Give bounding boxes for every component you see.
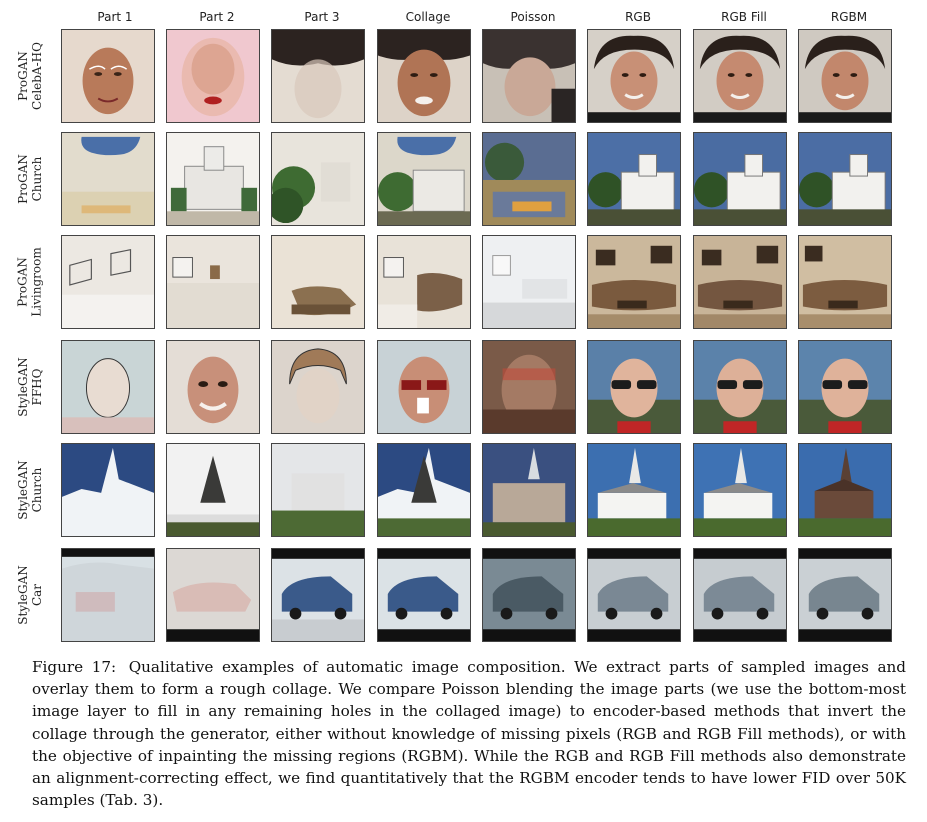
image-stylegan-ffhq-part1 <box>61 340 155 434</box>
row-label-progan-celeba: ProGAN CelebA-HQ <box>16 42 44 110</box>
image-stylegan-car-rgbm <box>798 548 892 642</box>
image-progan-church-part1 <box>61 132 155 226</box>
column-header-part-3: Part 3 <box>304 10 340 24</box>
row-label-stylegan-car: StyleGAN Car <box>16 565 45 625</box>
image-stylegan-car-rgb <box>587 548 681 642</box>
image-stylegan-ffhq-collage <box>377 340 471 434</box>
image-stylegan-church-rgb-fill <box>693 443 787 537</box>
image-stylegan-car-rgb-fill <box>693 548 787 642</box>
image-stylegan-church-part1 <box>61 443 155 537</box>
image-progan-church-rgbm <box>798 132 892 226</box>
column-header-rgbm: RGBM <box>830 10 868 24</box>
image-progan-livingroom-part2 <box>166 235 260 329</box>
image-stylegan-church-poisson <box>482 443 576 537</box>
image-progan-church-rgb-fill <box>693 132 787 226</box>
image-progan-livingroom-rgbm <box>798 235 892 329</box>
row-label-stylegan-ffhq: StyleGAN FFHQ <box>16 357 45 417</box>
image-progan-church-rgb <box>587 132 681 226</box>
image-progan-livingroom-collage <box>377 235 471 329</box>
image-progan-celeba-rgb-fill <box>693 29 787 123</box>
image-progan-livingroom-rgb-fill <box>693 235 787 329</box>
column-header-rgb-fill: RGB Fill <box>721 10 767 24</box>
image-progan-celeba-collage <box>377 29 471 123</box>
image-progan-church-poisson <box>482 132 576 226</box>
image-progan-celeba-rgbm <box>798 29 892 123</box>
image-stylegan-car-part1 <box>61 548 155 642</box>
image-progan-celeba-part3 <box>271 29 365 123</box>
image-stylegan-ffhq-poisson <box>482 340 576 434</box>
image-progan-livingroom-rgb <box>587 235 681 329</box>
figure-caption: Figure 17: Qualitative examples of autom… <box>32 656 906 811</box>
image-progan-celeba-rgb <box>587 29 681 123</box>
image-progan-celeba-part2 <box>166 29 260 123</box>
image-progan-church-collage <box>377 132 471 226</box>
row-label-progan-livingroom: ProGAN Livingroom <box>16 247 44 317</box>
image-stylegan-ffhq-part2 <box>166 340 260 434</box>
column-header-part-1: Part 1 <box>97 10 133 24</box>
column-headers: Part 1 Part 2 Part 3 Collage Poisson RGB… <box>0 0 927 24</box>
image-progan-livingroom-part3 <box>271 235 365 329</box>
image-progan-church-part3 <box>271 132 365 226</box>
image-stylegan-church-rgbm <box>798 443 892 537</box>
image-stylegan-church-part3 <box>271 443 365 537</box>
image-stylegan-ffhq-rgbm <box>798 340 892 434</box>
image-progan-livingroom-poisson <box>482 235 576 329</box>
image-stylegan-ffhq-part3 <box>271 340 365 434</box>
image-progan-celeba-part1 <box>61 29 155 123</box>
column-header-part-2: Part 2 <box>199 10 235 24</box>
column-header-poisson: Poisson <box>510 10 556 24</box>
image-stylegan-car-collage <box>377 548 471 642</box>
image-stylegan-church-rgb <box>587 443 681 537</box>
image-progan-livingroom-part1 <box>61 235 155 329</box>
row-label-stylegan-church: StyleGAN Church <box>16 460 45 520</box>
image-stylegan-car-part2 <box>166 548 260 642</box>
figure-caption-label: Figure 17: <box>32 658 117 676</box>
figure-caption-text: Qualitative examples of automatic image … <box>32 658 906 810</box>
row-label-progan-church: ProGAN Church <box>16 154 45 204</box>
image-stylegan-church-part2 <box>166 443 260 537</box>
image-progan-celeba-poisson <box>482 29 576 123</box>
image-stylegan-car-part3 <box>271 548 365 642</box>
image-stylegan-car-poisson <box>482 548 576 642</box>
image-progan-church-part2 <box>166 132 260 226</box>
image-stylegan-ffhq-rgb-fill <box>693 340 787 434</box>
column-header-collage: Collage <box>405 10 451 24</box>
image-stylegan-church-collage <box>377 443 471 537</box>
column-header-rgb: RGB <box>625 10 651 24</box>
image-stylegan-ffhq-rgb <box>587 340 681 434</box>
